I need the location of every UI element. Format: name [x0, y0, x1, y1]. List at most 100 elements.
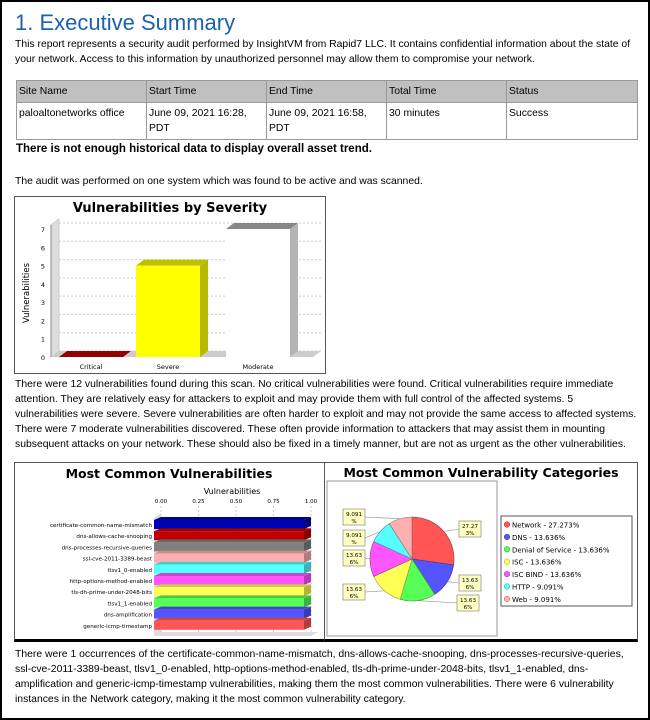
legend-marker-isc [503, 558, 511, 565]
legend-entry: Network - 27.273% [512, 522, 580, 530]
column-header: End Time [266, 80, 387, 103]
x-tick-label: Critical [80, 363, 103, 371]
y-tick-label: 0 [41, 354, 45, 362]
label-leader-line [364, 557, 371, 560]
y-tick-label: ssl-cve-2011-3389-beast [83, 557, 153, 563]
bar-side-generic-icmp-timestamp [304, 617, 311, 630]
bar-top-tlsv1_1-enabled [154, 595, 311, 599]
page-title: 1. Executive Summary [15, 10, 236, 35]
bar-top-severe [136, 259, 208, 266]
data-label: 13.63 6% [460, 598, 476, 611]
bar-top-tlsv1_0-enabled [154, 561, 311, 565]
bar-top-generic-icmp-timestamp [154, 617, 311, 621]
legend-marker-denial-of-service [503, 546, 511, 553]
x-tick-label: 1.00 [305, 499, 318, 505]
pie-slice-network [411, 516, 455, 566]
y-tick-label: tlsv1_1-enabled [108, 601, 153, 607]
y-tick-label: tls-dh-prime-under-2048-bits [71, 590, 152, 596]
y-tick-label: 7 [41, 226, 45, 234]
y-tick-label: 2 [41, 317, 45, 325]
column-header: Status [506, 80, 638, 103]
data-label: 13.63 6% [462, 578, 478, 591]
chart-floor [154, 632, 318, 636]
bar-dns-amplification [154, 609, 304, 619]
bar-top-dns-amplification [154, 606, 311, 610]
severity-chart-svg: Vulnerabilities by Severity 0 1 2 3 4 5 6 7 Vulne… [22, 201, 321, 371]
bar-top-moderate [226, 223, 298, 229]
bar-side-tls-dh-prime-under-2048-bits [304, 584, 311, 597]
bar-tls-dh-prime-under-2048-bits [154, 587, 304, 597]
bar-dns-allows-cache-snooping [154, 531, 304, 541]
bar-side-tlsv1_1-enabled [304, 595, 311, 608]
data-label: 27.27 3% [462, 524, 478, 537]
bar-side-moderate [290, 223, 298, 357]
data-label: 9.091% [346, 533, 362, 546]
legend-marker-web [503, 595, 511, 602]
bar-side-severe [200, 259, 208, 357]
status-cell: Success [506, 102, 638, 140]
y-axis-label: Vulnerabilities [22, 262, 32, 323]
end-time-cell: June 09, 2021 16:58, PDT [266, 102, 387, 140]
x-tick-label: Moderate [243, 363, 274, 371]
legend-box [500, 515, 633, 607]
legend-entry: Denial of Service - 13.636% [512, 546, 610, 554]
bar-side-http-options-method-enabled [304, 573, 311, 585]
label-leader-line [364, 516, 401, 520]
bar-side-ssl-cve-2011-3389-beast [304, 550, 311, 563]
label-leader-line [417, 600, 458, 604]
pie-slice-web [388, 516, 413, 561]
bar-top-http-options-method-enabled [154, 573, 311, 576]
data-label-box [342, 508, 366, 526]
x-tick-label: 0.25 [192, 499, 205, 505]
legend-entry: ISC BIND - 13.636% [512, 571, 582, 579]
x-tick-label: 0.75 [267, 499, 280, 505]
common-summary: There were 1 occurrences of the certific… [15, 649, 624, 705]
bar-tlsv1_0-enabled [154, 564, 304, 574]
bar-severe [136, 265, 200, 357]
label-leader-line [364, 531, 381, 539]
legend-entry: HTTP - 9.091% [512, 584, 564, 592]
chart-title: Most Common Vulnerability Categories [343, 465, 618, 480]
data-label-box [456, 594, 480, 612]
legend-entry: DNS - 13.636% [512, 534, 566, 542]
scan-table: Site Name Start Time End Time Total Time… [16, 80, 638, 140]
x-tick-label: 0.50 [230, 499, 243, 505]
data-label-box [458, 574, 482, 592]
label-leader-line [443, 528, 460, 532]
vulnerability-categories-chart: Most Common Vulnerability Categories 27.2… [324, 462, 638, 642]
label-leader-line [364, 590, 385, 593]
chart-title: Most Common Vulnerabilities [66, 466, 273, 481]
data-label: 13.63 6% [346, 587, 362, 600]
bar-ssl-cve-2011-3389-beast [154, 553, 304, 563]
table-row: paloaltonetworks office June 09, 2021 16… [16, 102, 638, 140]
vulnerability-categories-svg: Most Common Vulnerability Categories 27.2… [326, 465, 633, 637]
bar-http-options-method-enabled [154, 576, 304, 585]
chart-title: Vulnerabilities by Severity [73, 201, 268, 216]
intro-paragraph: This report represents a security audit … [15, 39, 631, 65]
y-tick-label: generic-icmp-timestamp [83, 624, 152, 630]
common-vulnerabilities-chart: Most Common Vulnerabilities Vulnerabiliti… [14, 462, 325, 642]
data-label-box [342, 549, 366, 567]
bar-top-dns-allows-cache-snooping [154, 528, 311, 532]
data-label: 13.63 6% [346, 553, 362, 566]
bar-certificate-common-name-mismatch [154, 520, 304, 529]
legend-entry: Web - 9.091% [512, 596, 561, 604]
data-label-box [342, 583, 366, 601]
bar-dns-processes-recursive-queries [154, 542, 304, 552]
y-tick-label: 6 [41, 244, 45, 252]
x-axis-label: Vulnerabilities [204, 487, 261, 496]
column-header: Start Time [146, 80, 267, 103]
bar-generic-icmp-timestamp [154, 620, 304, 630]
bar-top-critical [59, 351, 131, 357]
chart-back-wall [50, 218, 60, 358]
bar-side-dns-amplification [304, 606, 311, 619]
y-tick-label: 1 [41, 336, 45, 344]
start-time-cell: June 09, 2021 16:28, PDT [146, 102, 267, 140]
y-tick-label: tlsv1_0-enabled [108, 568, 153, 574]
y-tick-label: dns-amplification [104, 613, 153, 619]
data-label-box [342, 529, 366, 547]
legend-marker-isc-bind [503, 571, 511, 578]
bar-top-ssl-cve-2011-3389-beast [154, 550, 311, 554]
common-vulnerabilities-svg: Most Common Vulnerabilities Vulnerabiliti… [50, 466, 318, 636]
